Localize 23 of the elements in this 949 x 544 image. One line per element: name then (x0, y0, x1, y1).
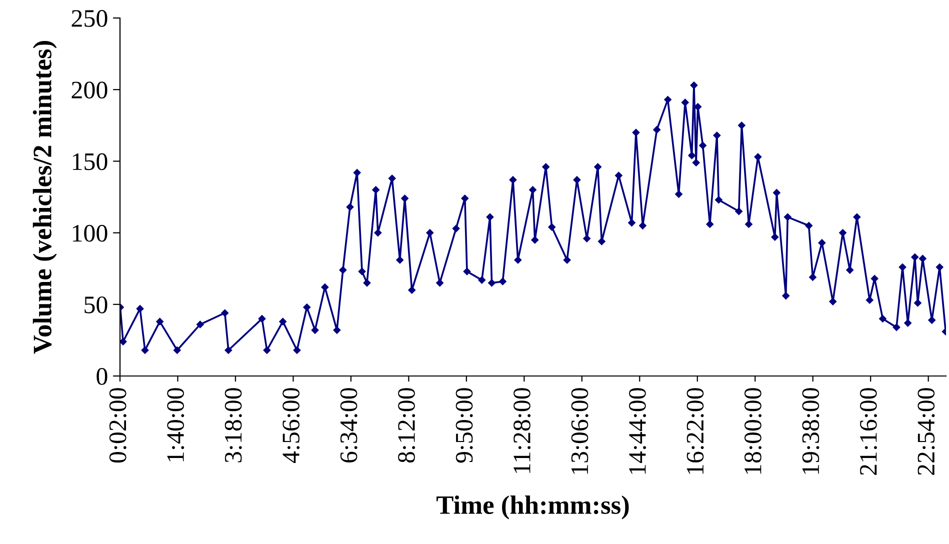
x-tick-label: 11:28:00 (514, 388, 531, 473)
x-tick-label: 1:40:00 (167, 388, 184, 462)
x-tick-label: 21:16:00 (860, 388, 877, 475)
x-tick-label: 6:34:00 (340, 388, 358, 462)
x-tick-label: 13:06:00 (571, 388, 588, 474)
y-tick-label: 0 (96, 368, 108, 385)
y-tick-label: 150 (72, 153, 108, 170)
y-tick-label: 50 (84, 296, 108, 314)
x-tick-label: 3:18:00 (224, 388, 242, 462)
y-tick-label: 250 (72, 10, 108, 27)
x-tick-label: 0:02:00 (109, 388, 126, 463)
y-tick-label: 200 (72, 82, 108, 99)
x-tick-label: 22:54:00 (918, 388, 935, 475)
x-axis-title: Time (hh:mm:ss) (436, 495, 629, 520)
x-tick-label: 18:00:00 (744, 388, 762, 474)
x-tick-label: 4:56:00 (282, 388, 300, 464)
y-tick-label: 100 (72, 224, 108, 242)
x-tick-label: 16:22:00 (686, 388, 704, 474)
x-tick-label: 8:12:00 (398, 388, 416, 463)
x-tick-label: 14:44:00 (629, 388, 646, 474)
x-tick-label: 19:38:00 (802, 388, 820, 474)
y-axis-title: Volume (vehicles/2 minutes) (32, 41, 57, 354)
x-tick-label: 9:50:00 (456, 388, 473, 463)
